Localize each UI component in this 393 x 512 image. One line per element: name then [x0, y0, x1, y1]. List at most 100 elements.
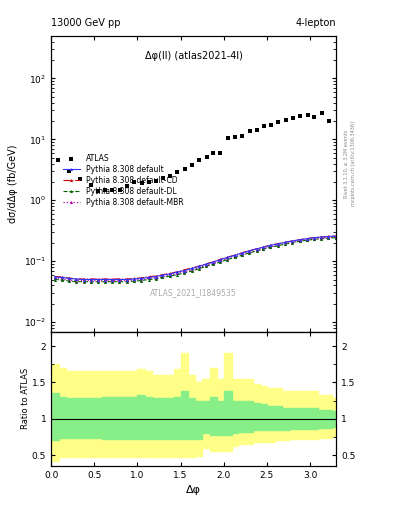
Pythia 8.308 default-DL — [240, 252, 244, 259]
ATLAS — [161, 175, 166, 181]
ATLAS — [110, 186, 115, 193]
ATLAS — [103, 186, 108, 193]
ATLAS — [118, 186, 123, 193]
Pythia 8.308 default-DL — [138, 278, 143, 284]
Pythia 8.308 default-MBR — [268, 244, 273, 250]
Line: ATLAS: ATLAS — [56, 111, 331, 194]
Pythia 8.308 default-DL — [182, 270, 186, 276]
Text: Rivet 3.1.10, ≥ 3.2M events: Rivet 3.1.10, ≥ 3.2M events — [344, 130, 349, 198]
Line: Pythia 8.308 default-DL: Pythia 8.308 default-DL — [53, 236, 338, 283]
Pythia 8.308 default-MBR — [283, 241, 287, 247]
Line: Pythia 8.308 default-MBR: Pythia 8.308 default-MBR — [53, 236, 338, 282]
Pythia 8.308 default — [182, 268, 186, 274]
Pythia 8.308 default — [319, 234, 324, 240]
Pythia 8.308 default-MBR — [138, 276, 143, 283]
Pythia 8.308 default — [95, 276, 100, 283]
Pythia 8.308 default-DL — [81, 279, 86, 285]
ATLAS — [153, 178, 158, 184]
Pythia 8.308 default-CD — [52, 273, 57, 280]
ATLAS — [132, 179, 136, 185]
Y-axis label: Ratio to ATLAS: Ratio to ATLAS — [22, 368, 31, 430]
ATLAS — [305, 112, 310, 118]
Pythia 8.308 default — [326, 233, 331, 240]
Pythia 8.308 default — [146, 274, 151, 281]
Pythia 8.308 default — [189, 265, 194, 271]
Pythia 8.308 default-CD — [246, 248, 251, 254]
Pythia 8.308 default-CD — [261, 244, 266, 250]
ATLAS — [312, 114, 317, 120]
Pythia 8.308 default-MBR — [304, 237, 309, 243]
Pythia 8.308 default-CD — [168, 270, 173, 276]
Text: mcplots.cern.ch [arXiv:1306.3436]: mcplots.cern.ch [arXiv:1306.3436] — [351, 121, 356, 206]
Pythia 8.308 default-CD — [240, 250, 244, 256]
Pythia 8.308 default — [233, 252, 237, 259]
Pythia 8.308 default-DL — [254, 248, 259, 254]
Pythia 8.308 default-DL — [168, 273, 173, 279]
Pythia 8.308 default — [67, 275, 72, 282]
Pythia 8.308 default — [175, 269, 180, 275]
Pythia 8.308 default-CD — [67, 275, 72, 281]
Pythia 8.308 default-MBR — [95, 278, 100, 284]
Pythia 8.308 default-MBR — [298, 238, 302, 244]
Pythia 8.308 default-CD — [268, 242, 273, 248]
Pythia 8.308 default-MBR — [146, 275, 151, 282]
ATLAS — [269, 121, 274, 127]
Pythia 8.308 default-DL — [132, 278, 136, 284]
Pythia 8.308 default-CD — [146, 273, 151, 280]
Pythia 8.308 default — [60, 274, 65, 281]
Pythia 8.308 default-DL — [88, 279, 93, 285]
Text: Δφ(ll) (atlas2021-4l): Δφ(ll) (atlas2021-4l) — [145, 51, 242, 60]
Pythia 8.308 default — [103, 276, 108, 283]
Pythia 8.308 default-DL — [268, 244, 273, 250]
Pythia 8.308 default — [211, 259, 216, 265]
Pythia 8.308 default — [160, 272, 165, 278]
ATLAS — [183, 166, 187, 173]
Pythia 8.308 default-MBR — [117, 278, 122, 284]
Pythia 8.308 default-CD — [60, 274, 65, 280]
Pythia 8.308 default-MBR — [254, 247, 259, 253]
Pythia 8.308 default-MBR — [276, 242, 281, 248]
Pythia 8.308 default-CD — [117, 276, 122, 282]
Pythia 8.308 default-DL — [67, 278, 72, 284]
Pythia 8.308 default-CD — [319, 234, 324, 240]
ATLAS — [233, 134, 237, 140]
Pythia 8.308 default-CD — [211, 259, 216, 265]
Y-axis label: dσ/dΔφ (fb/GeV): dσ/dΔφ (fb/GeV) — [8, 144, 18, 223]
Pythia 8.308 default — [334, 233, 338, 239]
ATLAS — [95, 188, 100, 195]
Pythia 8.308 default-DL — [334, 234, 338, 241]
Pythia 8.308 default — [240, 250, 244, 256]
Pythia 8.308 default-MBR — [88, 278, 93, 284]
Pythia 8.308 default-CD — [74, 276, 79, 282]
Pythia 8.308 default-CD — [196, 263, 201, 269]
Pythia 8.308 default-CD — [189, 265, 194, 271]
Pythia 8.308 default-DL — [103, 279, 108, 285]
Pythia 8.308 default-MBR — [103, 278, 108, 284]
Pythia 8.308 default-DL — [189, 268, 194, 274]
Pythia 8.308 default-DL — [203, 263, 208, 269]
Pythia 8.308 default-DL — [218, 259, 223, 265]
Pythia 8.308 default-MBR — [261, 245, 266, 251]
Text: 13000 GeV pp: 13000 GeV pp — [51, 18, 121, 28]
Pythia 8.308 default-CD — [103, 276, 108, 282]
Pythia 8.308 default — [311, 234, 316, 241]
Pythia 8.308 default — [132, 276, 136, 282]
Pythia 8.308 default-MBR — [225, 256, 230, 262]
ATLAS — [211, 150, 216, 156]
Pythia 8.308 default-MBR — [290, 239, 294, 245]
ATLAS — [67, 168, 72, 174]
Pythia 8.308 default-DL — [146, 276, 151, 283]
Pythia 8.308 default — [203, 261, 208, 267]
Pythia 8.308 default-CD — [298, 237, 302, 243]
Pythia 8.308 default-CD — [81, 276, 86, 282]
Pythia 8.308 default-DL — [196, 266, 201, 272]
Pythia 8.308 default-CD — [132, 275, 136, 282]
ATLAS — [327, 118, 331, 124]
Pythia 8.308 default-CD — [110, 276, 115, 282]
Pythia 8.308 default-MBR — [125, 278, 129, 284]
Pythia 8.308 default-DL — [95, 279, 100, 285]
Pythia 8.308 default-CD — [138, 275, 143, 281]
Pythia 8.308 default — [74, 276, 79, 282]
Pythia 8.308 default — [168, 271, 173, 277]
Pythia 8.308 default — [261, 244, 266, 250]
